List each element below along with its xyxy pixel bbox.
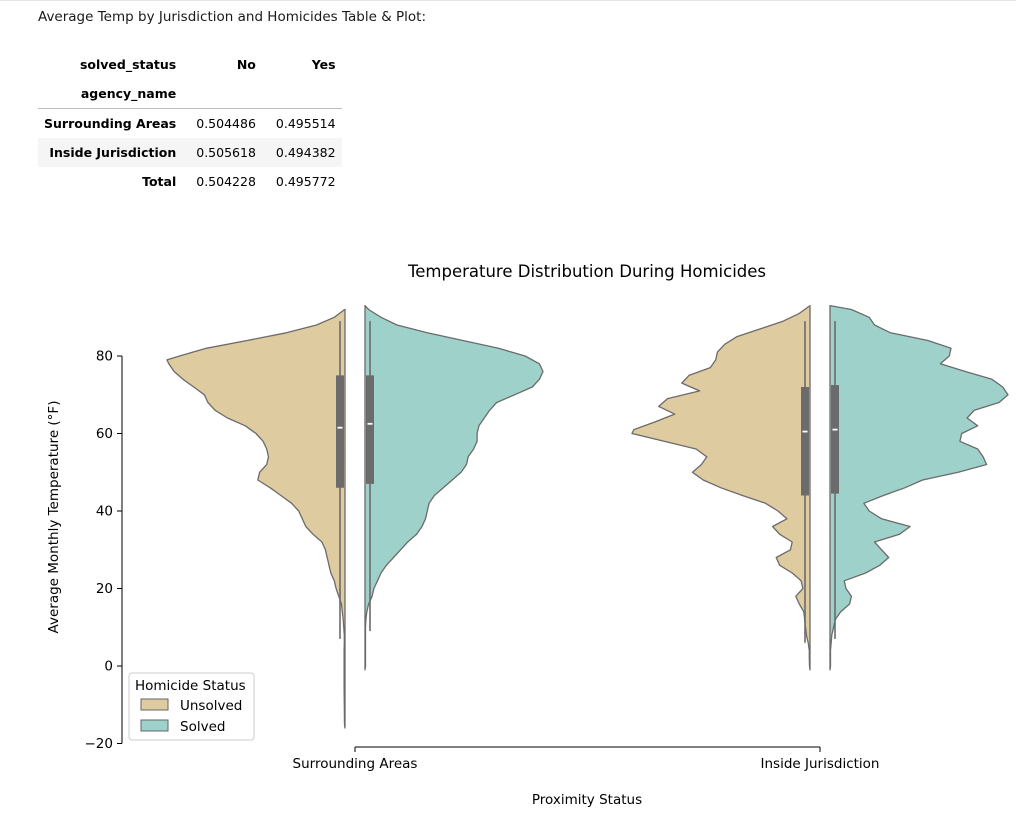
y-tick-label: 20 <box>96 581 113 597</box>
y-tick-label: −20 <box>85 736 114 752</box>
columns-name-header: solved_status <box>79 57 177 72</box>
table-cell: 0.504486 <box>196 116 256 131</box>
y-tick-label: 40 <box>96 504 113 520</box>
table-index-name-row: agency_name <box>38 79 342 109</box>
y-axis-label: Average Monthly Temperature (°F) <box>46 401 62 634</box>
box-iqr <box>336 375 344 488</box>
dataframe-table: solved_status No Yes agency_name Surroun… <box>38 50 342 196</box>
output-caption: Average Temp by Jurisdiction and Homicid… <box>38 9 426 25</box>
table-header-row: solved_status No Yes <box>38 50 342 79</box>
row-label: Inside Jurisdiction <box>49 145 177 160</box>
legend-swatch-unsolved <box>140 698 169 711</box>
x-tick-label: Surrounding Areas <box>293 756 418 772</box>
x-axis-label: Proximity Status <box>532 792 642 808</box>
axes-layer: −20 0 20 40 60 80 Surrounding Areas Inside Juri… <box>85 349 880 773</box>
table-row: Surrounding Areas 0.504486 0.495514 <box>38 109 342 139</box>
table-cell: 0.495514 <box>275 116 336 131</box>
chart-title: Temperature Distribution During Homicide… <box>407 262 766 281</box>
table-row: Total 0.504228 0.495772 <box>38 167 342 196</box>
cell-divider <box>0 0 1016 1</box>
column-header-yes: Yes <box>311 57 336 72</box>
box-iqr <box>366 375 374 484</box>
violin-unsolved-0 <box>166 308 346 729</box>
table-cell: 0.504228 <box>196 174 256 189</box>
index-name-header: agency_name <box>38 79 183 109</box>
table-cell: 0.505618 <box>196 145 256 160</box>
legend: Homicide Status Unsolved Solved <box>128 672 255 741</box>
table-cell: 0.494382 <box>275 145 336 160</box>
y-tick-label: 60 <box>96 426 113 442</box>
row-label: Surrounding Areas <box>44 116 177 131</box>
x-tick-label: Inside Jurisdiction <box>761 756 880 772</box>
box-iqr <box>801 387 809 496</box>
violins-layer <box>166 304 1009 729</box>
table-row: Inside Jurisdiction 0.505618 0.494382 <box>38 138 342 167</box>
column-header-no: No <box>236 57 256 72</box>
y-tick-label: 80 <box>96 349 113 365</box>
y-tick-label: 0 <box>104 659 113 675</box>
box-iqr <box>831 385 839 494</box>
legend-label-unsolved: Unsolved <box>180 698 242 714</box>
violin-solved-0 <box>364 304 544 671</box>
table-cell: 0.495772 <box>275 174 336 189</box>
row-label: Total <box>142 174 177 189</box>
violin-solved-1 <box>829 304 1009 671</box>
legend-swatch-solved <box>140 719 169 732</box>
legend-label-solved: Solved <box>180 719 225 735</box>
violin-unsolved-1 <box>631 304 811 671</box>
legend-title: Homicide Status <box>135 678 246 694</box>
